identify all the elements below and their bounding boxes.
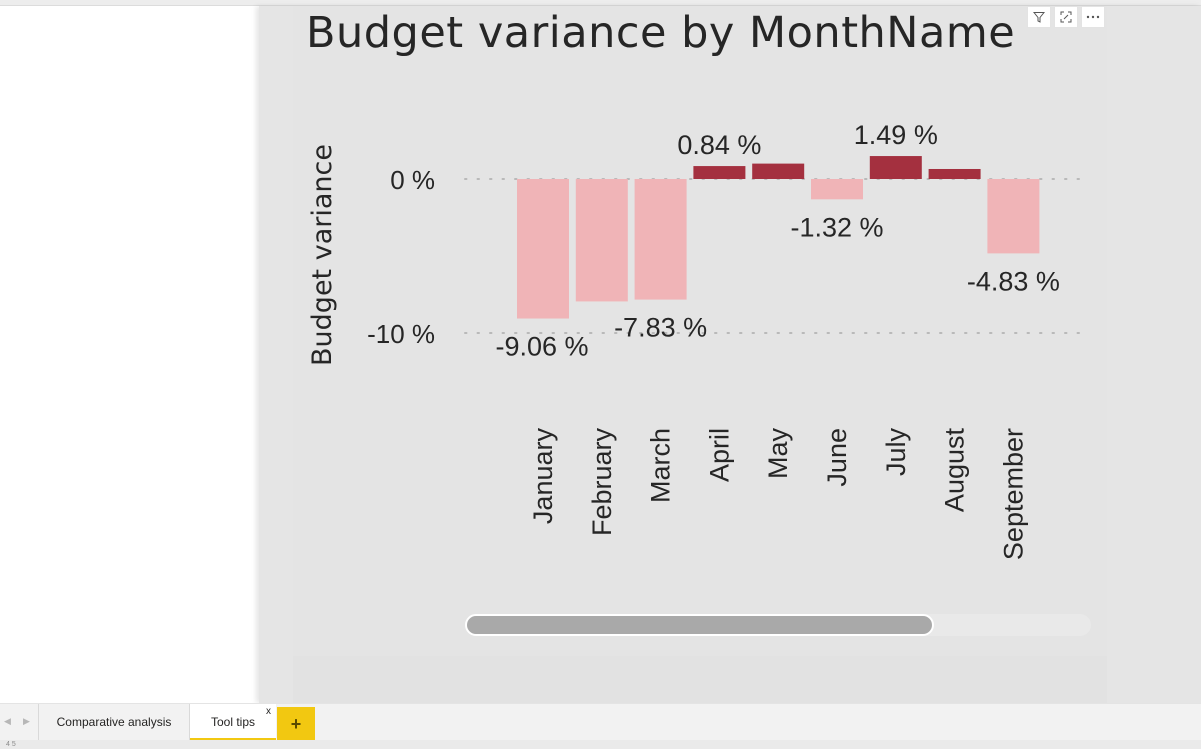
bar: [575, 179, 628, 302]
bar: [869, 156, 922, 179]
tab-divider: [38, 704, 39, 741]
prev-page-icon[interactable]: ◀: [4, 716, 11, 726]
page-tabs-bar: ◀ ▶ Comparative analysis Tool tips x +: [0, 703, 1201, 741]
data-label: 1.49 %: [854, 120, 938, 150]
more-options-icon[interactable]: [1081, 6, 1105, 28]
x-tick-label: September: [998, 428, 1028, 560]
chart-scrollbar-thumb[interactable]: [465, 614, 934, 636]
x-tick-label: June: [822, 428, 852, 487]
x-tick-label: April: [704, 428, 734, 482]
bar: [634, 179, 687, 300]
bar: [928, 168, 981, 179]
filter-icon[interactable]: [1027, 6, 1051, 28]
data-label: -7.83 %: [614, 313, 707, 343]
bar: [987, 179, 1040, 254]
focus-mode-icon[interactable]: [1054, 6, 1078, 28]
bar-chart-visual[interactable]: [293, 6, 1107, 656]
data-label: -9.06 %: [495, 332, 588, 362]
bar: [693, 166, 746, 179]
status-text: 4 5: [6, 741, 16, 748]
x-tick-label: January: [528, 428, 558, 525]
x-tick-label: March: [646, 428, 676, 503]
tab-divider: [189, 704, 190, 741]
x-tick-label: February: [587, 428, 617, 537]
status-bar: 4 5: [0, 740, 1201, 749]
chart-title: Budget variance by MonthName: [306, 8, 1016, 58]
bar: [752, 163, 805, 179]
app-top-border: [0, 0, 1201, 6]
x-tick-label: July: [881, 428, 911, 477]
add-page-button[interactable]: +: [277, 707, 315, 741]
tab-tool-tips[interactable]: Tool tips: [190, 704, 276, 741]
close-tab-icon[interactable]: x: [266, 706, 271, 717]
next-page-icon[interactable]: ▶: [23, 716, 30, 726]
y-tick-label: -10 %: [367, 319, 435, 349]
bar: [811, 179, 863, 200]
data-label: 0.84 %: [677, 130, 761, 160]
data-label: -1.32 %: [790, 212, 883, 242]
y-axis-title: Budget variance: [307, 144, 338, 366]
tab-tool-tips-label: Tool tips: [210, 715, 256, 729]
data-label: -4.83 %: [967, 266, 1060, 296]
tab-comparative-analysis[interactable]: Comparative analysis: [56, 715, 172, 729]
report-canvas-margin: [0, 6, 258, 704]
bar: [517, 179, 569, 319]
y-tick-label: 0 %: [390, 165, 435, 195]
x-tick-label: May: [763, 428, 793, 480]
x-tick-label: August: [940, 428, 970, 513]
visual-lower-area: [293, 656, 1107, 703]
